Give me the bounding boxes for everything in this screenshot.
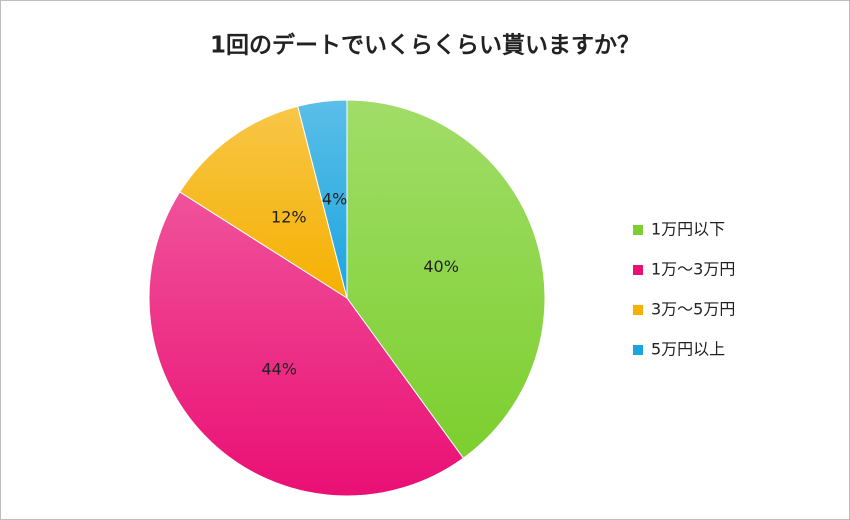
data-label: 4%	[322, 189, 347, 208]
legend-label: 3万～5万円	[651, 300, 735, 319]
legend-swatch	[633, 265, 643, 275]
legend-swatch	[633, 305, 643, 315]
legend-label: 1万円以下	[651, 220, 725, 239]
pie-slice	[179, 105, 348, 300]
data-label: 12%	[271, 207, 307, 226]
legend-label: 5万円以上	[651, 340, 725, 359]
legend-swatch	[633, 225, 643, 235]
pie-slice	[346, 99, 546, 459]
data-label: 44%	[261, 360, 297, 379]
legend-label: 1万～3万円	[651, 260, 735, 279]
pie-slice	[297, 99, 348, 299]
legend-swatch	[633, 345, 643, 355]
pie-slice	[148, 191, 465, 497]
chart-title: 1回のデートでいくらくらい貰いますか？	[210, 32, 640, 59]
data-label: 40%	[423, 257, 459, 276]
